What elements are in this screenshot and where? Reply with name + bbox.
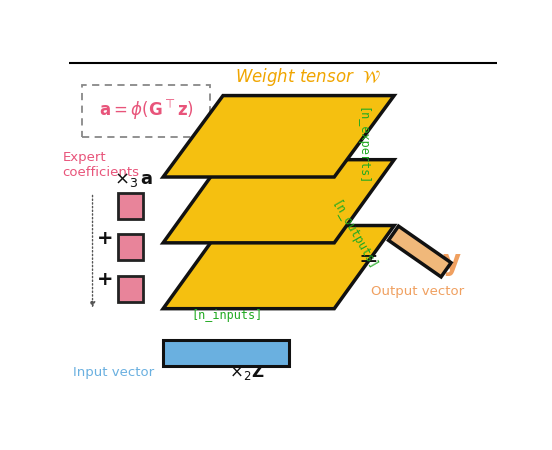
Text: +: + xyxy=(97,229,114,248)
Text: Expert
coefficients: Expert coefficients xyxy=(62,151,140,179)
Text: Weight tensor  $\mathcal{W}$: Weight tensor $\mathcal{W}$ xyxy=(235,66,382,87)
Polygon shape xyxy=(163,160,394,243)
Text: [n_outputs]: [n_outputs] xyxy=(328,199,379,273)
Polygon shape xyxy=(163,225,394,309)
Text: $\times_2\mathbf{Z}$: $\times_2\mathbf{Z}$ xyxy=(230,362,265,382)
Text: $\mathbf{a} = \phi\left(\mathbf{G}^\top\mathbf{z}\right)$: $\mathbf{a} = \phi\left(\mathbf{G}^\top\… xyxy=(99,99,193,123)
Text: +: + xyxy=(97,270,114,289)
Bar xyxy=(163,340,289,366)
Bar xyxy=(118,276,143,302)
Text: $\times_3\,\mathbf{a}$: $\times_3\,\mathbf{a}$ xyxy=(114,171,153,189)
Text: Input vector: Input vector xyxy=(73,365,155,378)
Text: [n_inputs]: [n_inputs] xyxy=(192,309,263,322)
Text: Output vector: Output vector xyxy=(371,285,464,298)
Text: $\mathbf{y}$: $\mathbf{y}$ xyxy=(442,250,461,278)
Bar xyxy=(118,193,143,219)
Bar xyxy=(118,234,143,260)
Polygon shape xyxy=(389,226,451,277)
Text: [n_experts]: [n_experts] xyxy=(355,107,369,185)
Text: $=$: $=$ xyxy=(354,245,378,269)
Bar xyxy=(82,85,210,137)
Polygon shape xyxy=(163,95,394,177)
